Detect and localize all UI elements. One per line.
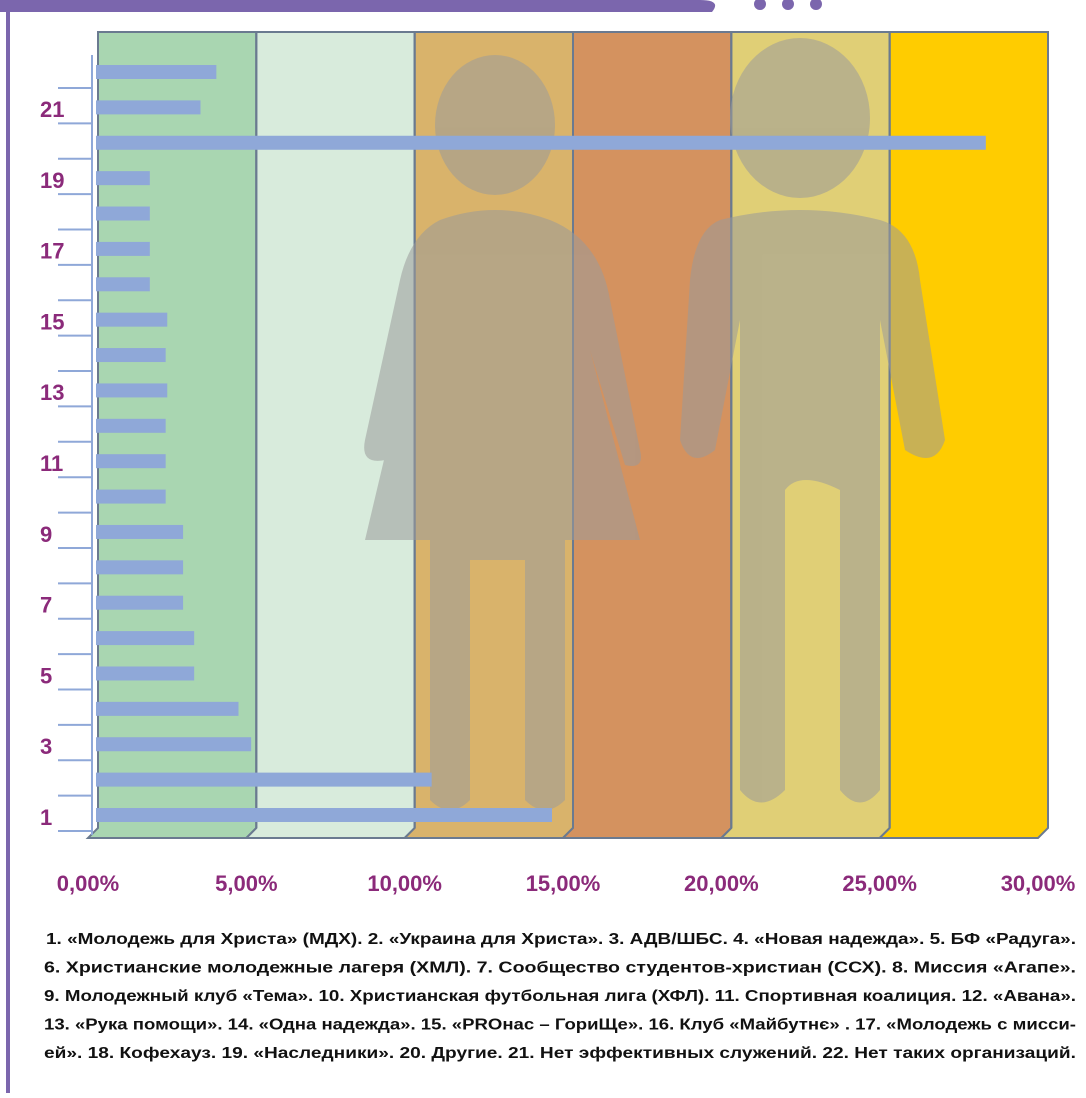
bar [96,631,195,646]
bar [96,65,217,79]
legend-note: 9. Молодежный клуб «Тема». 10. Христианс… [44,988,1076,1005]
bar [96,772,432,787]
legend-note: 1. «Молодежь для Христа» (МДХ). 2. «Укра… [46,931,1076,948]
legend-note: 6. Христианские молодежные лагеря (ХМЛ).… [44,960,1076,977]
bar [96,737,252,752]
bar [96,171,150,186]
y-tick-label: 5 [40,663,52,688]
bar [96,206,150,221]
bar [96,560,184,575]
bar [96,135,986,150]
x-tick-label: 10,00% [367,871,442,896]
bar [96,666,195,681]
y-tick-label: 15 [40,309,64,334]
y-tick-label: 13 [40,380,64,405]
bar [96,595,184,610]
y-tick-label: 7 [40,593,52,618]
y-tick-label: 19 [40,168,64,193]
y-tick-label: 1 [40,805,52,830]
y-tick-label: 3 [40,734,52,759]
y-tick-label: 17 [40,239,64,264]
y-tick-label: 21 [40,97,64,122]
band [85,31,258,839]
y-tick-label: 11 [40,451,63,476]
legend-note: ей». 18. Кофехауз. 19. «Наследники». 20.… [44,1045,1076,1062]
x-tick-label: 15,00% [526,871,601,896]
x-tick-label: 25,00% [842,871,917,896]
x-tick-label: 20,00% [684,871,759,896]
bar [96,241,150,256]
bar [96,701,239,716]
bar [96,454,166,469]
legend-note: 13. «Рука помощи». 14. «Одна надежда». 1… [44,1017,1076,1034]
bar [96,418,166,433]
bar [96,100,201,115]
x-tick-label: 0,00% [57,871,119,896]
y-tick-label: 9 [40,522,52,547]
left-rule [6,0,10,1093]
dots [754,0,822,10]
bar [96,808,552,822]
x-tick-label: 30,00% [1001,871,1076,896]
bar [96,348,166,363]
silhouettes [364,38,945,810]
bar [96,383,168,398]
bar [96,277,150,292]
bar [96,524,184,539]
bar [96,312,168,327]
x-tick-label: 5,00% [215,871,277,896]
bar [96,489,166,504]
header-banner [0,0,716,12]
